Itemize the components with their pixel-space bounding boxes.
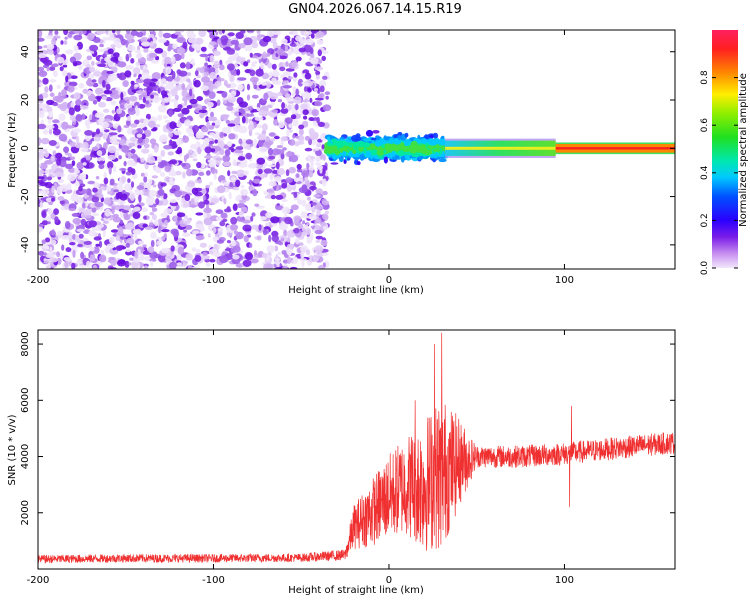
- colorbar-label: Normalized spectral amplitude: [738, 73, 749, 227]
- spectrogram-transition-region: [323, 129, 449, 166]
- snr-x-tick-label: 100: [555, 575, 574, 586]
- spectrogram-y-tick-label: -20: [20, 188, 31, 204]
- spectrogram-x-tick-label: 0: [386, 275, 392, 286]
- snr-y-tick-label: 8000: [20, 331, 31, 356]
- snr-x-tick-label: -100: [202, 575, 225, 586]
- snr-y-tick-label: 2000: [20, 500, 31, 525]
- colorbar-tick-label: 0.4: [700, 165, 710, 180]
- spectrogram-x-label: Height of straight line (km): [288, 285, 424, 296]
- spectrogram-frame: [37, 29, 676, 270]
- spectrogram-y-label: Frequency (Hz): [7, 112, 18, 188]
- colorbar-tick-label: 0.2: [700, 213, 710, 227]
- spectrogram-y-tick-label: 40: [20, 45, 31, 58]
- snr-frame: [37, 329, 676, 570]
- colorbar-tick-label: 0.8: [700, 70, 710, 85]
- snr-panel: -200 -100 0 100 2000 4000 6000 8000 Height of …: [7, 329, 676, 596]
- spectrogram-x-tick-label: -100: [202, 275, 225, 286]
- spectrogram-x-tick-label: 100: [555, 275, 574, 286]
- spectrogram-y-tick-label: 20: [20, 94, 31, 107]
- snr-x-tick-label: -200: [27, 575, 50, 586]
- colorbar-tick-label: 0.0: [700, 261, 710, 276]
- colorbar-tick-label: 0.6: [700, 118, 710, 133]
- colorbar-gradient: [712, 30, 738, 268]
- snr-series-line: [38, 332, 675, 564]
- snr-y-tick-label: 4000: [20, 444, 31, 469]
- snr-y-tick-label: 6000: [20, 388, 31, 413]
- colorbar: 0.0 0.2 0.4 0.6 0.8 Normalized spectral ampl…: [700, 30, 749, 275]
- snr-x-tick-label: 0: [386, 575, 392, 586]
- spectrogram-noise-region: [38, 30, 332, 269]
- chart-title: GN04.2026.067.14.15.R19: [288, 2, 462, 17]
- spectrogram-y-tick-label: 0: [20, 145, 31, 151]
- spectrogram-band-high: [555, 142, 675, 155]
- spectrogram-y-tick-label: -40: [20, 237, 31, 253]
- snr-y-label: SNR (10 * v/v): [7, 414, 18, 485]
- snr-x-label: Height of straight line (km): [288, 585, 424, 596]
- spectrogram-x-tick-label: -200: [27, 275, 50, 286]
- spectrogram-band-mid: [445, 138, 556, 158]
